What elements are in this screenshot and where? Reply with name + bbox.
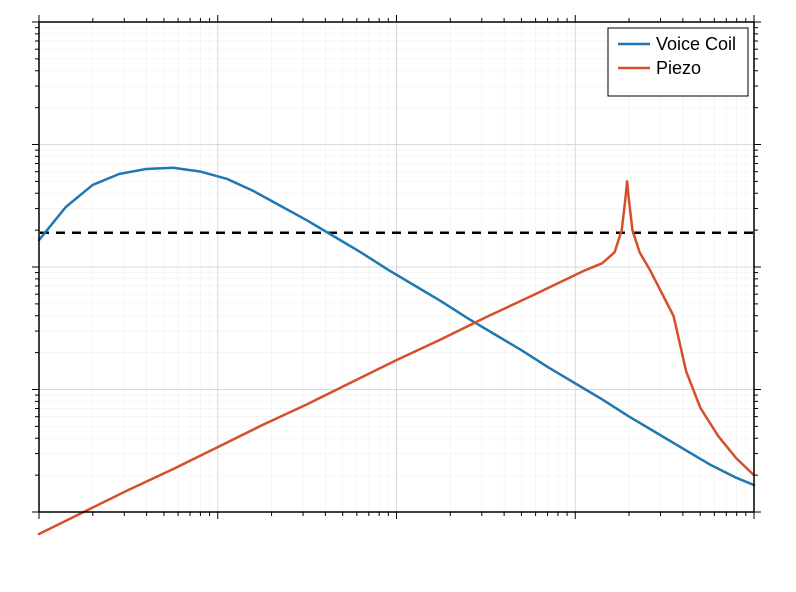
chart-container: Voice Coil Piezo xyxy=(0,0,796,592)
legend-label: Voice Coil xyxy=(656,34,736,54)
legend: Voice Coil Piezo xyxy=(608,28,748,96)
chart-svg: Voice Coil Piezo xyxy=(0,0,796,592)
legend-label: Piezo xyxy=(656,58,701,78)
